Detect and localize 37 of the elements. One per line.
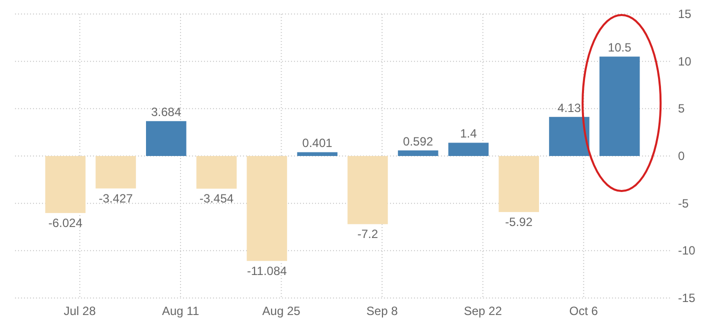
data-label: 0.401 — [302, 136, 333, 150]
y-tick-label: 10 — [678, 54, 692, 68]
y-tick-label: 0 — [678, 149, 685, 163]
x-tick-label: Oct 6 — [569, 304, 598, 318]
data-label: -5.92 — [505, 215, 533, 230]
data-label: -7.2 — [357, 227, 378, 242]
x-tick-label: Aug 25 — [262, 304, 301, 318]
data-label: 10.5 — [608, 40, 632, 55]
data-label: 1.4 — [460, 126, 478, 141]
data-label: 3.684 — [151, 105, 182, 120]
data-label: 4.13 — [558, 100, 582, 115]
bar — [146, 121, 186, 156]
y-tick-label: -10 — [678, 244, 696, 258]
bar — [348, 156, 388, 224]
x-tick-label: Aug 11 — [162, 304, 200, 318]
y-tick-label: 15 — [678, 7, 692, 21]
bar — [45, 156, 86, 214]
data-label: -6.024 — [48, 216, 83, 230]
data-label: -3.454 — [200, 192, 234, 206]
y-tick-label: -15 — [678, 291, 696, 305]
y-tick-label: 5 — [678, 102, 685, 116]
bar — [599, 56, 640, 156]
data-label: 0.592 — [403, 134, 434, 148]
bar — [246, 156, 288, 261]
bar — [96, 156, 136, 188]
bar — [498, 156, 539, 212]
bar — [448, 142, 489, 156]
x-tick-label: Jul 28 — [64, 304, 96, 318]
bar — [549, 116, 590, 156]
bar — [297, 152, 338, 156]
x-tick-label: Sep 22 — [464, 304, 502, 318]
x-tick-label: Sep 8 — [366, 304, 398, 318]
bar — [196, 156, 237, 189]
y-tick-label: -5 — [678, 196, 689, 210]
bar — [398, 150, 438, 156]
data-label: -3.427 — [98, 191, 134, 206]
data-label: -11.084 — [247, 264, 288, 278]
